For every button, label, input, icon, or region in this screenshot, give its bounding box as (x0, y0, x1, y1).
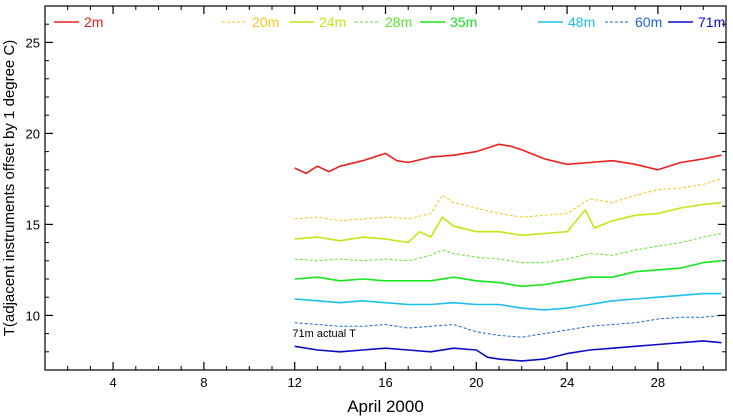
legend: 2m 20m 24m 28m 35m 48m 60m 71m (54, 14, 725, 30)
plot-frame (44, 5, 727, 371)
legend-label-71m: 71m (698, 14, 725, 30)
ticks-layer: 4 8 12 16 20 24 28 10 15 20 25 (26, 6, 726, 390)
x-tick-label: 24 (560, 375, 574, 390)
legend-label-2m: 2m (84, 14, 103, 30)
series-line-2m (294, 143, 722, 175)
legend-label-24m: 24m (319, 14, 346, 30)
y-tick-label: 15 (26, 217, 40, 232)
series-line-71m (294, 340, 722, 362)
legend-label-60m: 60m (635, 14, 662, 30)
y-axis-title: T(adjacent instruments offset by 1 degre… (1, 40, 18, 337)
x-tick-label: 28 (651, 375, 665, 390)
legend-label-48m: 48m (568, 14, 595, 30)
legend-label-20m: 20m (252, 14, 279, 30)
series-line-48m (294, 292, 722, 311)
series-line-28m (294, 233, 722, 264)
x-axis-title: April 2000 (347, 397, 424, 416)
series-line-20m (294, 178, 722, 222)
x-tick-label: 4 (109, 375, 116, 390)
x-tick-label: 12 (287, 375, 301, 390)
series-line-24m (294, 201, 722, 244)
series-line-35m (294, 260, 722, 288)
series-line-60m (294, 314, 722, 338)
x-tick-label: 8 (200, 375, 207, 390)
legend-label-28m: 28m (385, 14, 412, 30)
series-layer (294, 143, 722, 362)
y-tick-label: 20 (26, 126, 40, 141)
y-tick-label: 10 (26, 308, 40, 323)
x-tick-label: 16 (378, 375, 392, 390)
x-tick-label: 20 (469, 375, 483, 390)
legend-label-35m: 35m (450, 14, 477, 30)
annotation-71m-actual: 71m actual T (292, 328, 356, 340)
y-tick-label: 25 (26, 35, 40, 50)
